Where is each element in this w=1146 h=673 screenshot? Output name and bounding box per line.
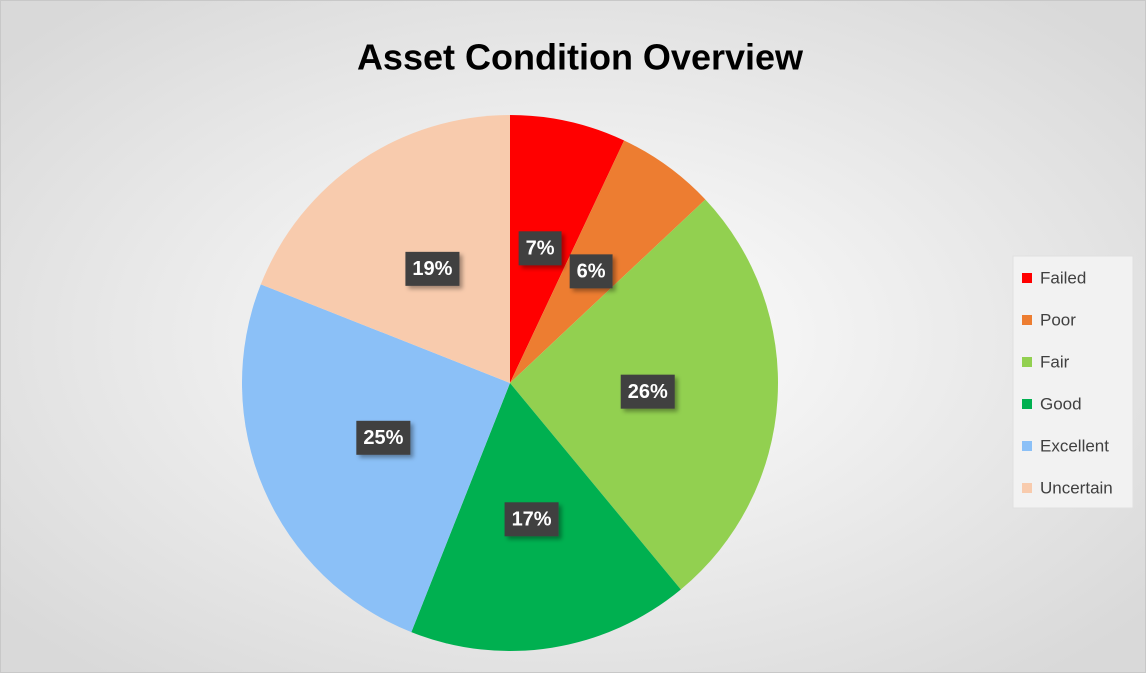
legend-swatch <box>1022 273 1032 283</box>
data-label-box <box>620 374 675 409</box>
data-label-box <box>518 231 562 266</box>
legend-label: Poor <box>1040 310 1076 329</box>
data-label: 25% <box>363 427 403 449</box>
data-label-box <box>569 254 613 289</box>
legend-swatch <box>1022 315 1032 325</box>
data-label: 6% <box>577 261 606 283</box>
pie-slice <box>510 115 625 383</box>
data-label: 26% <box>628 381 668 403</box>
pie-slice <box>260 114 510 383</box>
legend-label: Good <box>1040 394 1082 413</box>
legend-label: Excellent <box>1040 436 1109 455</box>
data-label-box <box>356 420 411 455</box>
data-label: 17% <box>512 509 552 531</box>
legend-swatch <box>1022 399 1032 409</box>
data-label-box <box>504 502 559 537</box>
legend-box <box>1012 255 1134 509</box>
data-label: 7% <box>526 238 555 260</box>
chart-title: Asset Condition Overview <box>357 37 804 78</box>
legend-swatch <box>1022 441 1032 451</box>
legend-label: Uncertain <box>1040 478 1113 497</box>
legend-swatch <box>1022 357 1032 367</box>
legend-label: Failed <box>1040 268 1086 287</box>
data-label: 19% <box>412 258 452 280</box>
legend-label: Fair <box>1040 352 1070 371</box>
legend-swatch <box>1022 483 1032 493</box>
data-label-box <box>405 251 460 286</box>
pie-slice <box>242 284 510 633</box>
